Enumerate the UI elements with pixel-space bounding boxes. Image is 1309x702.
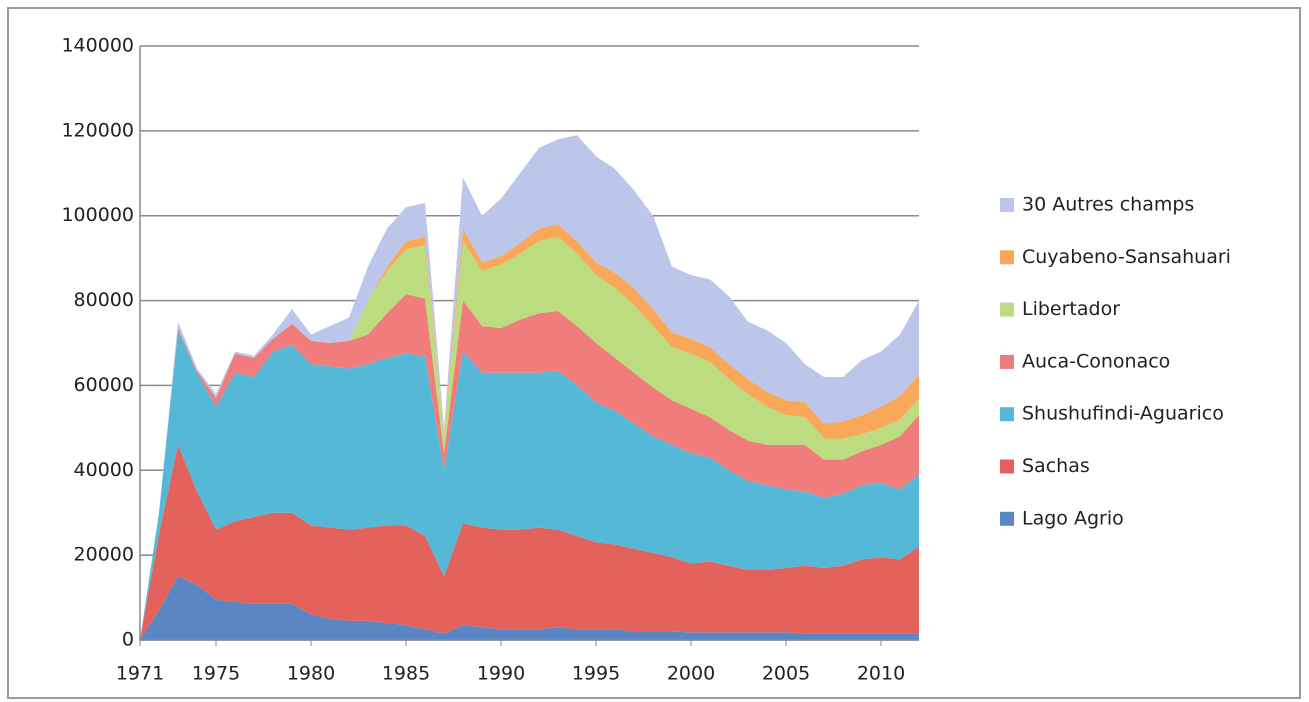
x-tick-label: 1995 <box>572 663 620 685</box>
areas <box>140 135 919 640</box>
y-tick-label: 120000 <box>61 119 134 141</box>
y-tick-label: 20000 <box>74 544 134 566</box>
x-tick-label: 2005 <box>762 663 810 685</box>
legend-label: Sachas <box>1022 455 1090 477</box>
y-tick-label: 100000 <box>61 204 134 226</box>
y-tick-label: 80000 <box>74 289 134 311</box>
legend-swatch <box>1000 198 1014 212</box>
area <box>140 294 919 640</box>
area <box>140 330 919 640</box>
legend-label: 30 Autres champs <box>1022 194 1194 216</box>
y-tick-label: 40000 <box>74 459 134 481</box>
legend-swatch <box>1000 407 1014 422</box>
area <box>140 135 919 640</box>
area <box>140 444 919 640</box>
legend-swatch <box>1000 459 1014 474</box>
area <box>140 236 919 640</box>
legend-label: Lago Agrio <box>1022 507 1124 529</box>
x-tick-label: 1990 <box>477 663 525 685</box>
legend-label: Auca-Cononaco <box>1022 350 1170 372</box>
legend-label: Shushufindi-Aguarico <box>1022 403 1224 425</box>
x-tick-label: 2000 <box>667 663 715 685</box>
legend-swatch <box>1000 302 1014 317</box>
area <box>140 576 919 640</box>
y-tick-label: 60000 <box>74 374 134 396</box>
y-tick-label: 140000 <box>61 35 134 57</box>
x-tick-label: 1980 <box>287 663 335 685</box>
legend-label: Cuyabeno-Sansahuari <box>1022 246 1231 268</box>
legend-swatch <box>1000 250 1014 265</box>
x-tick-label: 1975 <box>192 663 240 685</box>
legend-label: Libertador <box>1022 298 1120 320</box>
x-tick-label: 2010 <box>857 663 905 685</box>
legend-swatch <box>1000 354 1014 369</box>
y-tick-label: 0 <box>122 629 134 651</box>
x-tick-label: 1985 <box>382 663 430 685</box>
legend-swatch <box>1000 511 1014 526</box>
x-tick-label: 1971 <box>116 663 164 685</box>
